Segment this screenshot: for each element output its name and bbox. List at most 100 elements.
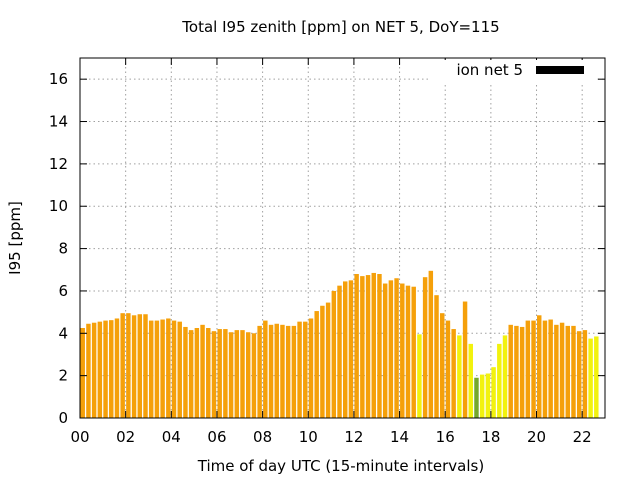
bar xyxy=(411,286,416,418)
bar xyxy=(154,320,160,418)
legend-label: ion net 5 xyxy=(456,61,523,79)
bar xyxy=(531,320,536,418)
bar xyxy=(337,285,342,418)
bar xyxy=(462,301,468,418)
x-tick-label: 14 xyxy=(390,428,409,446)
bar xyxy=(131,315,137,418)
bar xyxy=(303,321,308,418)
bar xyxy=(217,329,222,418)
bar xyxy=(314,311,319,418)
bar xyxy=(502,335,508,418)
bar xyxy=(434,295,439,418)
y-axis-label: I95 [ppm] xyxy=(6,201,24,275)
bar xyxy=(548,319,553,418)
legend-box xyxy=(428,60,596,82)
bar xyxy=(97,321,103,418)
bar xyxy=(86,323,91,418)
bar xyxy=(571,325,576,418)
x-tick-label: 22 xyxy=(573,428,592,446)
bar xyxy=(206,328,211,418)
x-tick-label: 08 xyxy=(253,428,272,446)
bar xyxy=(468,343,473,418)
bar xyxy=(457,335,462,418)
bar xyxy=(200,324,205,418)
bar xyxy=(582,330,588,418)
bar xyxy=(331,290,337,418)
x-tick-label: 16 xyxy=(436,428,455,446)
bar xyxy=(542,320,548,418)
bar xyxy=(428,270,434,418)
bar xyxy=(245,332,251,418)
bar xyxy=(554,324,559,418)
x-tick-label: 10 xyxy=(299,428,318,446)
bar xyxy=(234,330,240,418)
bar xyxy=(166,318,171,418)
y-tick-label: 0 xyxy=(58,409,68,427)
bar xyxy=(263,320,268,418)
bar xyxy=(109,320,114,418)
bar xyxy=(240,330,245,418)
bar xyxy=(291,325,297,418)
bar xyxy=(354,274,359,418)
bar xyxy=(91,322,97,418)
bar xyxy=(365,275,371,418)
bar xyxy=(497,343,502,418)
bar xyxy=(183,326,188,418)
bar xyxy=(451,329,456,418)
bar xyxy=(576,331,582,418)
bar xyxy=(297,321,302,418)
bar xyxy=(417,334,422,418)
bar xyxy=(228,332,234,418)
bar xyxy=(474,377,479,418)
chart-title: Total I95 zenith [ppm] on NET 5, DoY=115 xyxy=(181,18,499,36)
bar xyxy=(479,374,485,418)
y-tick-label: 6 xyxy=(58,282,68,300)
x-tick-label: 20 xyxy=(527,428,546,446)
bar xyxy=(103,320,108,418)
y-tick-label: 10 xyxy=(49,197,68,215)
bar xyxy=(382,283,388,418)
bar xyxy=(360,276,365,418)
bar xyxy=(274,323,279,418)
bar xyxy=(137,314,143,418)
bar xyxy=(148,320,154,418)
bar xyxy=(485,373,491,418)
bar xyxy=(251,333,257,418)
bar xyxy=(440,313,445,418)
y-tick-label: 16 xyxy=(49,70,68,88)
bar xyxy=(445,320,451,418)
bar xyxy=(114,318,120,418)
bar xyxy=(188,330,194,418)
bar xyxy=(285,325,291,418)
bar xyxy=(394,278,399,418)
bar xyxy=(559,322,565,418)
bar xyxy=(160,319,165,418)
bar xyxy=(348,280,354,418)
bar xyxy=(508,324,513,418)
bar xyxy=(371,272,376,418)
bar xyxy=(120,313,125,418)
bar xyxy=(343,281,348,418)
y-tick-label: 2 xyxy=(58,367,68,385)
bar xyxy=(257,325,262,418)
bar xyxy=(565,325,570,418)
bar xyxy=(491,367,496,418)
x-tick-label: 06 xyxy=(207,428,226,446)
y-tick-label: 4 xyxy=(58,324,68,342)
bar xyxy=(519,326,525,418)
y-tick-label: 12 xyxy=(49,155,68,173)
bar xyxy=(80,328,85,418)
bar xyxy=(280,324,285,418)
y-tick-label: 8 xyxy=(58,240,68,258)
y-tick-label: 14 xyxy=(49,113,68,131)
bar xyxy=(143,314,148,418)
legend-swatch xyxy=(536,66,584,74)
x-tick-label: 18 xyxy=(481,428,500,446)
bar xyxy=(422,277,428,418)
bar xyxy=(177,321,182,418)
bar xyxy=(537,315,542,418)
legend: ion net 5 xyxy=(428,60,596,82)
